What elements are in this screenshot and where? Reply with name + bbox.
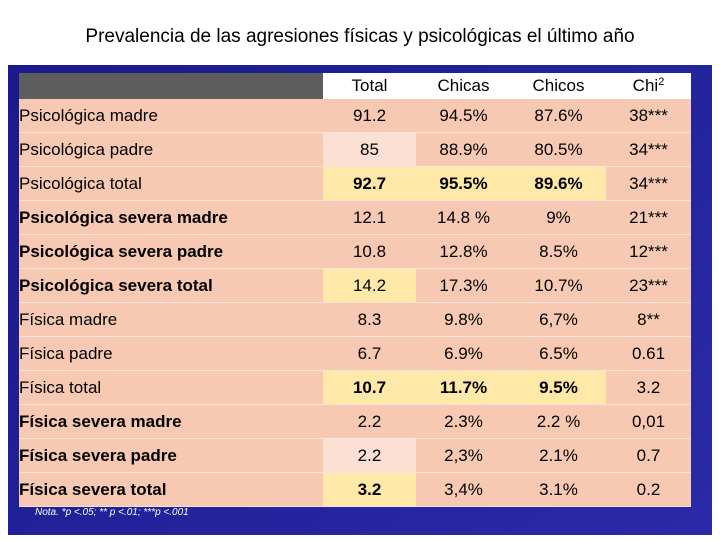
- cell-total: 6.7: [323, 336, 416, 371]
- cell-total: 2.2: [323, 404, 416, 439]
- cell-total: 91.2: [323, 99, 416, 133]
- row-label: Física total: [19, 370, 323, 405]
- row-label: Psicológica severa total: [19, 268, 323, 303]
- cell-chicas: 3,4%: [416, 472, 511, 507]
- cell-total: 8.3: [323, 302, 416, 337]
- row-label: Psicológica total: [19, 166, 323, 201]
- row-label: Física padre: [19, 336, 323, 371]
- cell-chicos: 89.6%: [511, 166, 606, 201]
- table-row: Física severa madre 2.2 2.3% 2.2 % 0,01: [19, 404, 691, 439]
- header-chi2: Chi2: [606, 73, 691, 99]
- cell-chicos: 9.5%: [511, 370, 606, 405]
- prevalence-table: Total Chicas Chicos Chi2 Psicológica mad…: [19, 73, 691, 507]
- cell-total: 3.2: [323, 472, 416, 507]
- cell-chi: 34***: [606, 132, 691, 167]
- cell-chi: 23***: [606, 268, 691, 303]
- cell-chi: 12***: [606, 234, 691, 269]
- cell-chi: 0.61: [606, 336, 691, 371]
- cell-chicas: 14.8 %: [416, 200, 511, 235]
- cell-total: 2.2: [323, 438, 416, 473]
- cell-chicos: 2.1%: [511, 438, 606, 473]
- cell-chicos: 3.1%: [511, 472, 606, 507]
- cell-total: 12.1: [323, 200, 416, 235]
- cell-chicos: 8.5%: [511, 234, 606, 269]
- header-chicas: Chicas: [416, 73, 511, 99]
- cell-chicas: 95.5%: [416, 166, 511, 201]
- row-label: Psicológica severa padre: [19, 234, 323, 269]
- cell-chicos: 2.2 %: [511, 404, 606, 439]
- table-row: Psicológica padre 85 88.9% 80.5% 34***: [19, 132, 691, 167]
- table-header-row: Total Chicas Chicos Chi2: [19, 73, 691, 99]
- cell-chicos: 10.7%: [511, 268, 606, 303]
- cell-chicos: 80.5%: [511, 132, 606, 167]
- header-chi-exponent: 2: [658, 76, 665, 88]
- cell-chicas: 2,3%: [416, 438, 511, 473]
- cell-total: 10.8: [323, 234, 416, 269]
- cell-chicas: 94.5%: [416, 99, 511, 133]
- cell-chicas: 6.9%: [416, 336, 511, 371]
- cell-chicos: 9%: [511, 200, 606, 235]
- table-row: Física total 10.7 11.7% 9.5% 3.2: [19, 370, 691, 405]
- cell-chicas: 12.8%: [416, 234, 511, 269]
- cell-total: 14.2: [323, 268, 416, 303]
- table-row: Física severa padre 2.2 2,3% 2.1% 0.7: [19, 438, 691, 473]
- table-row: Psicológica total 92.7 95.5% 89.6% 34***: [19, 166, 691, 201]
- cell-chi: 0.7: [606, 438, 691, 473]
- cell-chicas: 17.3%: [416, 268, 511, 303]
- table-row: Física severa total 3.2 3,4% 3.1% 0.2: [19, 472, 691, 507]
- header-chicos: Chicos: [511, 73, 606, 99]
- row-label: Física severa madre: [19, 404, 323, 439]
- table-row: Psicológica severa padre 10.8 12.8% 8.5% 12*…: [19, 234, 691, 269]
- header-chi-text: Chi: [632, 76, 659, 95]
- slide-title: Prevalencia de las agresiones físicas y …: [85, 26, 635, 47]
- row-label: Psicológica madre: [19, 99, 323, 133]
- header-empty-cell: [19, 73, 323, 99]
- row-label: Física severa padre: [19, 438, 323, 473]
- cell-chi: 0.2: [606, 472, 691, 507]
- row-label: Psicológica padre: [19, 132, 323, 167]
- row-label: Psicológica severa madre: [19, 200, 323, 235]
- table-row: Psicológica severa total 14.2 17.3% 10.7% 23…: [19, 268, 691, 303]
- row-label: Física madre: [19, 302, 323, 337]
- cell-chi: 3.2: [606, 370, 691, 405]
- cell-total: 10.7: [323, 370, 416, 405]
- significance-note: Nota. *p <.05; ** p <.01; ***p <.001: [35, 507, 189, 518]
- table-row: Psicológica severa madre 12.1 14.8 % 9% 21**…: [19, 200, 691, 235]
- cell-chicas: 2.3%: [416, 404, 511, 439]
- table-row: Psicológica madre 91.2 94.5% 87.6% 38***: [19, 99, 691, 133]
- cell-chicos: 87.6%: [511, 99, 606, 133]
- table-body: Psicológica madre 91.2 94.5% 87.6% 38*** Psic…: [19, 99, 691, 507]
- cell-total: 85: [323, 132, 416, 167]
- cell-chi: 8**: [606, 302, 691, 337]
- cell-chi: 34***: [606, 166, 691, 201]
- cell-chicos: 6.5%: [511, 336, 606, 371]
- cell-chicas: 88.9%: [416, 132, 511, 167]
- row-label: Física severa total: [19, 472, 323, 507]
- cell-chi: 21***: [606, 200, 691, 235]
- table-row: Física padre 6.7 6.9% 6.5% 0.61: [19, 336, 691, 371]
- cell-chi: 0,01: [606, 404, 691, 439]
- cell-chicos: 6,7%: [511, 302, 606, 337]
- table-row: Física madre 8.3 9.8% 6,7% 8**: [19, 302, 691, 337]
- cell-chicas: 9.8%: [416, 302, 511, 337]
- cell-total: 92.7: [323, 166, 416, 201]
- cell-chi: 38***: [606, 99, 691, 133]
- header-total: Total: [323, 73, 416, 99]
- cell-chicas: 11.7%: [416, 370, 511, 405]
